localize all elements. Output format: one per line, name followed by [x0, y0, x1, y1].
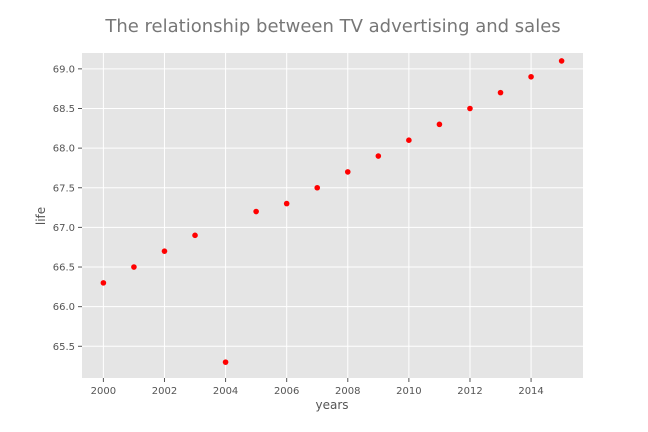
axis-ticks: 2000 2002 2004 2006 2008 2010 2012 2014 65.5 66.0…: [53, 64, 544, 397]
data-point: [314, 184, 321, 191]
x-tick-label: 2000: [91, 386, 116, 397]
data-point: [161, 248, 168, 254]
x-axis-label: years: [315, 398, 348, 412]
grid-lines: [82, 53, 583, 378]
y-tick-label: 67.5: [53, 183, 75, 194]
data-point: [558, 58, 565, 64]
y-tick-label: 68.5: [53, 104, 75, 115]
data-point: [222, 359, 229, 365]
data-point: [467, 105, 473, 112]
x-tick-label: 2014: [518, 386, 543, 397]
data-point: [100, 280, 107, 286]
data-point: [344, 169, 351, 175]
y-tick-label: 67.0: [53, 223, 75, 234]
y-tick-label: 66.5: [53, 263, 75, 274]
y-axis-label: life: [34, 207, 48, 225]
data-point: [131, 264, 137, 270]
data-point: [528, 73, 534, 80]
data-point: [406, 137, 412, 143]
chart-title: The relationship between TV advertising …: [104, 16, 560, 37]
y-tick-label: 66.0: [53, 302, 75, 313]
data-point: [192, 232, 198, 239]
data-point: [283, 200, 290, 207]
data-point: [375, 153, 382, 159]
data-points: [100, 58, 565, 365]
plot-area: [82, 53, 583, 378]
data-point: [497, 89, 504, 96]
x-tick-label: 2006: [274, 386, 299, 397]
x-tick-label: 2002: [152, 386, 177, 397]
data-point: [253, 208, 259, 215]
x-tick-label: 2004: [213, 386, 238, 397]
x-tick-label: 2008: [335, 386, 360, 397]
x-tick-label: 2012: [457, 386, 482, 397]
data-point: [436, 121, 443, 128]
y-tick-label: 68.0: [53, 144, 75, 155]
x-tick-label: 2010: [396, 386, 421, 397]
y-tick-label: 69.0: [53, 64, 75, 75]
y-tick-label: 65.5: [53, 342, 75, 353]
